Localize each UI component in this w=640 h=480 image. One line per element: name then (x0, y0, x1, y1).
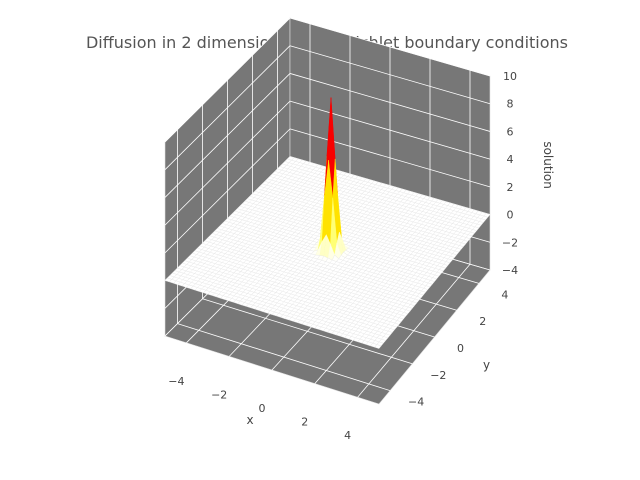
y-tick-label: 0 (457, 342, 464, 355)
z-tick-label: 10 (503, 70, 517, 83)
x-tick-label: 2 (301, 416, 308, 429)
z-tick-label: 0 (507, 209, 514, 222)
x-axis-label: x (246, 413, 253, 427)
z-axis-label: solution (541, 141, 555, 189)
back-grid-z (289, 17, 491, 77)
x-tick-label: 4 (344, 429, 351, 442)
y-axis-label: y (483, 358, 490, 372)
back-grid-z (289, 45, 491, 105)
z-tick-label: −4 (502, 264, 518, 277)
back-grid-z (289, 128, 491, 188)
x-tick-label: −2 (211, 388, 227, 401)
y-tick-label: −4 (408, 396, 424, 409)
left-grid-z (164, 45, 291, 170)
y-tick-label: −2 (430, 369, 446, 382)
left-grid-z (164, 17, 291, 143)
left-grid-z (164, 73, 291, 198)
tick-labels: −4 −2 0 2 4 −4 −2 0 2 4 −4 −2 0 2 4 6 8 10 (168, 70, 518, 442)
y-tick-label: 4 (501, 288, 508, 301)
floor-grid-y (177, 323, 391, 391)
x-tick-label: 0 (259, 402, 266, 415)
left-grid-z (164, 100, 291, 226)
surface-patch (374, 344, 382, 349)
z-tick-label: 6 (507, 125, 514, 138)
z-tick-label: 2 (507, 181, 514, 194)
back-grid-z (289, 100, 491, 160)
x-tick-label: −4 (168, 375, 184, 388)
z-tick-label: 8 (507, 98, 514, 111)
surface (164, 97, 491, 349)
floor-grid-y (202, 298, 413, 365)
left-grid-z (164, 128, 291, 254)
z-tick-label: −2 (502, 236, 518, 249)
z-tick-label: 4 (507, 153, 514, 166)
y-tick-label: 2 (479, 315, 486, 328)
back-grid-z (289, 73, 491, 132)
